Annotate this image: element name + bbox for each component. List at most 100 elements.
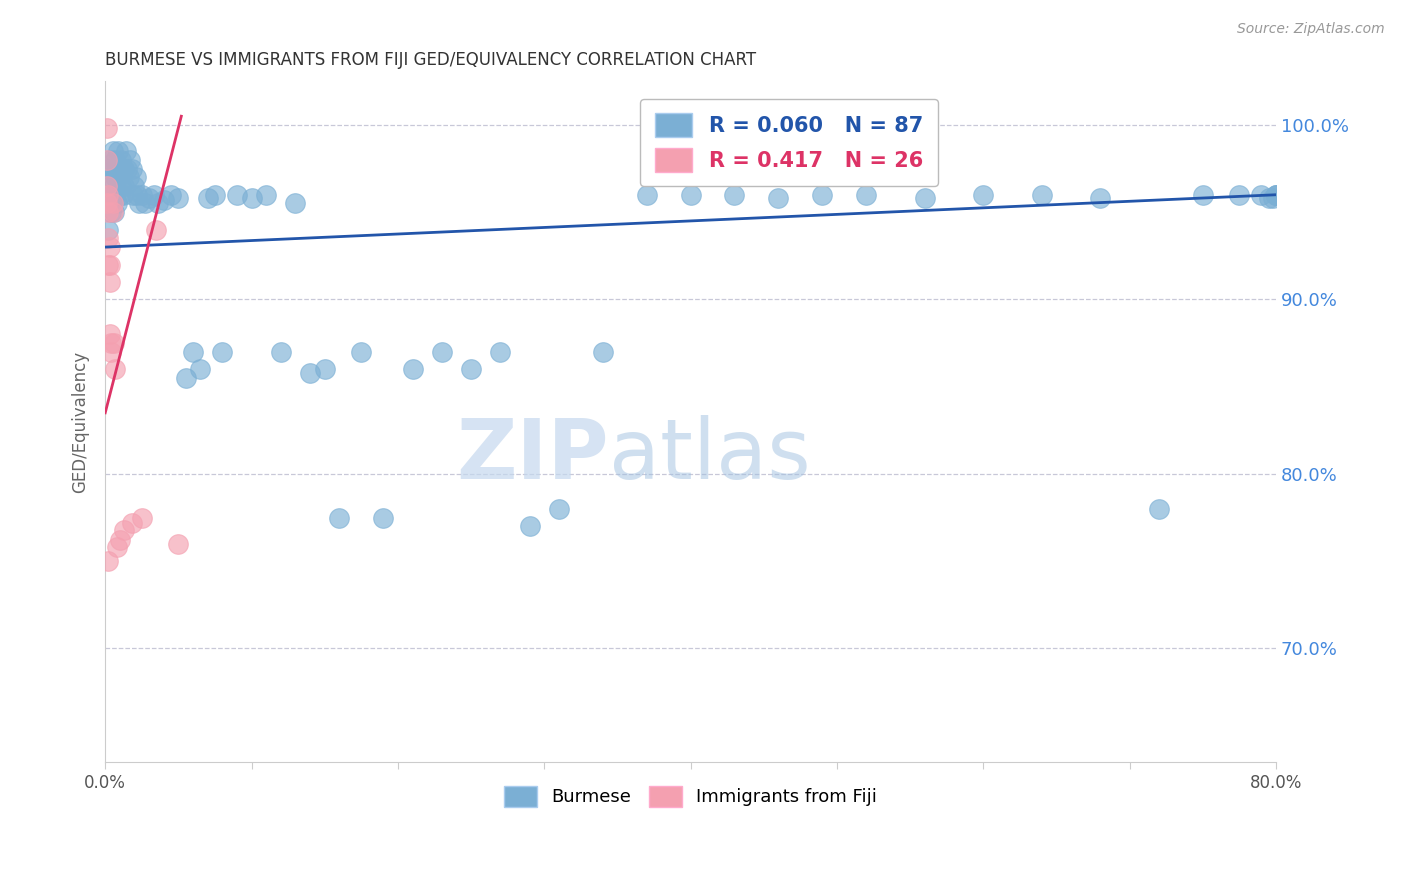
Point [110, 153, 132, 167]
Point [108, 187, 131, 202]
Point [97, 205, 120, 219]
Point [1257, 191, 1279, 205]
Point [112, 161, 135, 176]
Point [1250, 187, 1272, 202]
Point [1265, 187, 1288, 202]
Point [121, 516, 143, 530]
Point [114, 144, 136, 158]
Point [636, 187, 658, 202]
Point [127, 187, 149, 202]
Point [972, 187, 994, 202]
Point [103, 336, 125, 351]
Point [768, 191, 790, 205]
Point [100, 336, 122, 351]
Point [108, 533, 131, 548]
Point [547, 501, 569, 516]
Legend: Burmese, Immigrants from Fiji: Burmese, Immigrants from Fiji [496, 779, 884, 814]
Point [1191, 187, 1213, 202]
Point [131, 510, 153, 524]
Point [128, 196, 150, 211]
Point [254, 187, 277, 202]
Point [103, 179, 125, 194]
Point [284, 196, 307, 211]
Point [1031, 187, 1053, 202]
Point [373, 510, 395, 524]
Point [101, 205, 124, 219]
Point [112, 179, 135, 194]
Point [131, 187, 153, 202]
Text: atlas: atlas [609, 415, 810, 496]
Point [110, 179, 132, 194]
Point [104, 170, 127, 185]
Point [107, 144, 129, 158]
Point [489, 344, 512, 359]
Point [204, 187, 226, 202]
Point [115, 161, 138, 176]
Point [97, 222, 120, 236]
Point [181, 344, 204, 359]
Point [98, 327, 121, 342]
Point [1227, 187, 1250, 202]
Point [101, 196, 124, 211]
Point [914, 191, 936, 205]
Point [124, 179, 146, 194]
Point [104, 187, 127, 202]
Point [1265, 187, 1288, 202]
Point [105, 196, 128, 211]
Point [97, 258, 120, 272]
Point [96, 187, 118, 202]
Point [145, 222, 167, 236]
Point [96, 196, 118, 211]
Point [299, 366, 322, 380]
Point [122, 187, 145, 202]
Point [105, 540, 128, 554]
Point [1265, 187, 1288, 202]
Point [160, 187, 183, 202]
Point [107, 170, 129, 185]
Point [167, 191, 190, 205]
Point [98, 275, 121, 289]
Point [146, 196, 169, 211]
Point [142, 187, 165, 202]
Point [101, 144, 124, 158]
Point [117, 170, 139, 185]
Point [167, 537, 190, 551]
Point [328, 510, 350, 524]
Point [100, 170, 122, 185]
Point [1147, 501, 1170, 516]
Point [125, 170, 148, 185]
Point [197, 191, 219, 205]
Text: ZIP: ZIP [456, 415, 609, 496]
Point [723, 187, 745, 202]
Point [270, 344, 292, 359]
Point [152, 193, 174, 207]
Point [401, 362, 423, 376]
Point [98, 153, 121, 167]
Point [96, 153, 118, 167]
Point [855, 187, 877, 202]
Point [519, 519, 541, 533]
Point [100, 344, 122, 359]
Point [97, 161, 120, 176]
Point [1261, 191, 1284, 205]
Point [97, 187, 120, 202]
Point [111, 161, 134, 176]
Point [104, 153, 127, 167]
Text: Source: ZipAtlas.com: Source: ZipAtlas.com [1237, 22, 1385, 37]
Point [103, 161, 125, 176]
Point [138, 191, 160, 205]
Point [121, 161, 143, 176]
Point [134, 196, 156, 211]
Point [679, 187, 702, 202]
Point [100, 205, 122, 219]
Text: BURMESE VS IMMIGRANTS FROM FIJI GED/EQUIVALENCY CORRELATION CHART: BURMESE VS IMMIGRANTS FROM FIJI GED/EQUI… [105, 51, 756, 69]
Point [188, 362, 211, 376]
Point [101, 187, 124, 202]
Point [430, 344, 453, 359]
Point [97, 554, 120, 568]
Point [120, 153, 142, 167]
Point [350, 344, 373, 359]
Point [98, 258, 121, 272]
Point [96, 179, 118, 194]
Y-axis label: GED/Equivalency: GED/Equivalency [72, 351, 89, 492]
